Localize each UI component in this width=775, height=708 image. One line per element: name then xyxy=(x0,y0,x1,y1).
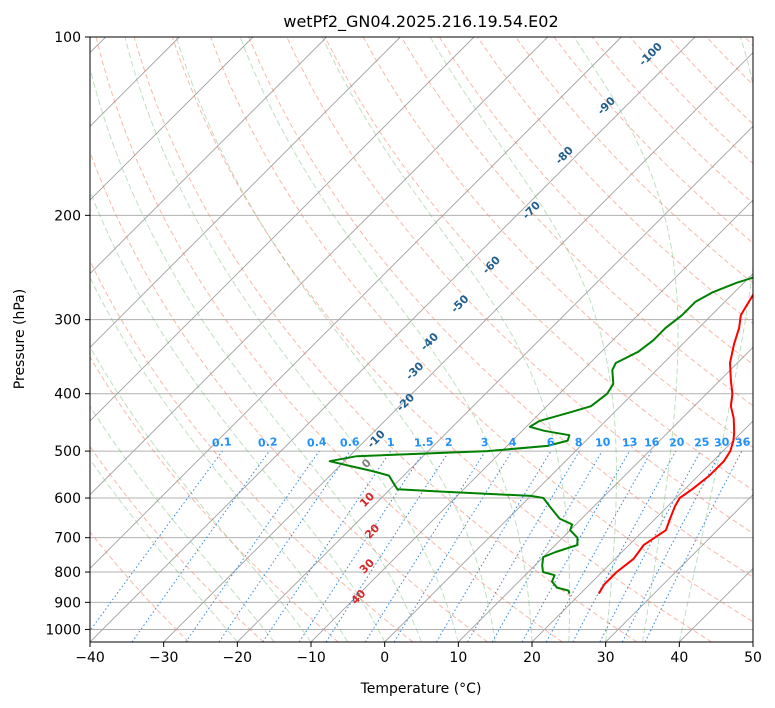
temperature-profile-line xyxy=(597,292,753,595)
mixing-ratio-line xyxy=(572,450,677,642)
dry-adiabat-line xyxy=(248,37,753,578)
y-axis-label: Pressure (hPa) xyxy=(12,289,28,389)
mixing-ratio-label: 8 xyxy=(574,436,583,450)
isotherm-line xyxy=(605,494,753,642)
mixing-ratio-label: 36 xyxy=(735,435,752,449)
mixing-ratio-label: 3 xyxy=(480,436,489,450)
y-tick-label: 200 xyxy=(54,208,81,224)
mixing-ratio-label: 25 xyxy=(694,435,710,449)
y-tick-label: 700 xyxy=(54,531,81,547)
mixing-ratio-label: 1 xyxy=(386,436,395,450)
y-tick-label: 1000 xyxy=(45,622,81,638)
moist-adiabat-line xyxy=(90,66,422,642)
y-tick-label: 900 xyxy=(54,595,81,611)
dry-adiabat-line xyxy=(438,37,753,366)
mixing-ratio-line xyxy=(262,450,392,642)
x-tick-label: −30 xyxy=(149,650,179,666)
dry-adiabat-line xyxy=(171,37,712,642)
mixing-ratio-label: 1.5 xyxy=(414,435,434,449)
mixing-ratio-label: 0.6 xyxy=(340,435,361,449)
mixing-ratio-label: 16 xyxy=(644,435,661,449)
dry-adiabat-line xyxy=(515,37,753,284)
x-axis-label: Temperature (°C) xyxy=(360,681,482,697)
dry-adiabat-line xyxy=(95,37,563,642)
mixing-ratio-line xyxy=(644,450,743,642)
moist-adiabat-line xyxy=(321,37,571,642)
mixing-ratio-label: 20 xyxy=(669,435,686,449)
moist-adiabat-line xyxy=(429,37,617,642)
moist-adiabat-line xyxy=(573,37,679,642)
isotherm-line xyxy=(458,346,753,642)
x-tick-label: −20 xyxy=(223,650,253,666)
moist-adiabat-line xyxy=(90,458,238,642)
chart-title: wetPf2_GN04.2025.216.19.54.E02 xyxy=(283,12,558,32)
x-tick-label: 10 xyxy=(449,650,467,666)
dry-adiabat-line xyxy=(90,150,488,642)
mixing-ratio-label: 13 xyxy=(622,435,638,449)
y-tick-label: 300 xyxy=(54,313,81,329)
x-tick-label: 50 xyxy=(744,650,762,666)
dewpoint-profile-line xyxy=(328,276,753,594)
isotherm-line xyxy=(90,37,696,642)
isotherm-line xyxy=(90,37,622,569)
isotherm-line xyxy=(90,37,475,422)
mixing-ratio-label: 2 xyxy=(444,436,453,450)
dry-adiabat-line xyxy=(90,531,190,642)
dry-adiabat-line xyxy=(210,37,753,623)
mixing-ratio-label: 6 xyxy=(546,436,555,450)
isotherm-line xyxy=(163,52,753,642)
dry-adiabat-line xyxy=(90,259,414,642)
moist-adiabat-line xyxy=(678,37,753,642)
dry-adiabat-line xyxy=(90,445,264,642)
dry-adiabat-line xyxy=(90,356,339,642)
moist-adiabat-line xyxy=(124,37,459,642)
mixing-ratio-line xyxy=(298,450,425,642)
mixing-ratio-line xyxy=(545,450,653,642)
mixing-ratio-label: 0.4 xyxy=(307,435,328,449)
mixing-ratio-label: 0.2 xyxy=(258,435,278,449)
isotherm-line xyxy=(90,37,327,275)
isotherm-line xyxy=(384,273,753,642)
x-tick-label: 40 xyxy=(670,650,688,666)
isotherm-line xyxy=(531,420,753,642)
isotherm-line xyxy=(237,125,753,642)
dry-adiabat-line xyxy=(133,37,638,642)
y-tick-label: 800 xyxy=(54,565,81,581)
mixing-ratio-line xyxy=(185,450,320,642)
moist-adiabat-line xyxy=(90,189,386,642)
moist-adiabat-line xyxy=(239,37,533,642)
mixing-ratio-label: 30 xyxy=(714,435,731,449)
moist-adiabat-line xyxy=(175,37,496,642)
moist-adiabat-line xyxy=(90,346,312,642)
mixing-ratio-line xyxy=(218,450,351,642)
dry-adiabat-line xyxy=(400,37,753,407)
x-tick-label: −40 xyxy=(75,650,105,666)
isotherm-line xyxy=(90,37,401,348)
isotherm-line xyxy=(90,37,548,496)
x-tick-label: 20 xyxy=(523,650,541,666)
mixing-ratio-line xyxy=(131,450,270,642)
dry-adiabat-line xyxy=(324,37,753,491)
mixing-ratio-label: 10 xyxy=(595,435,612,449)
y-tick-label: 500 xyxy=(54,444,81,460)
mixing-ratio-label: 0.1 xyxy=(212,435,232,449)
mixing-ratio-line xyxy=(90,450,223,632)
y-tick-label: 100 xyxy=(54,30,81,46)
isotherm-line xyxy=(90,37,254,201)
moist-adiabat-line xyxy=(90,276,349,642)
mixing-ratio-line xyxy=(325,450,450,642)
y-tick-label: 400 xyxy=(54,387,81,403)
moist-adiabat-line xyxy=(90,405,275,642)
mixing-ratio-line xyxy=(521,450,630,642)
mixing-ratio-label: 4 xyxy=(508,436,517,450)
x-tick-label: 0 xyxy=(380,650,389,666)
y-tick-label: 600 xyxy=(54,491,81,507)
plot-frame xyxy=(89,36,754,643)
x-tick-label: 30 xyxy=(597,650,615,666)
x-tick-label: −10 xyxy=(296,650,326,666)
